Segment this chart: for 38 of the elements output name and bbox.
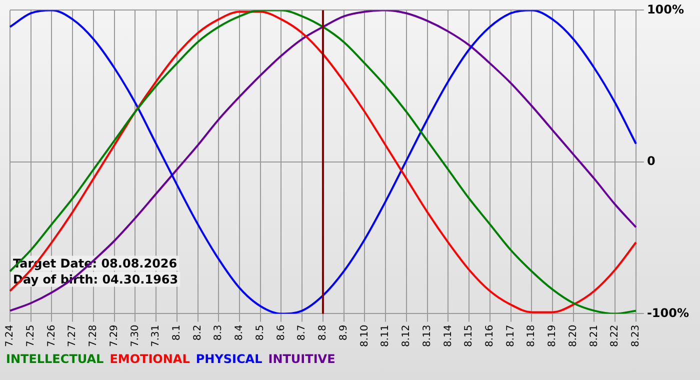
y-tick-label: 0 bbox=[646, 154, 656, 168]
x-tick-label: 7.25 bbox=[25, 324, 36, 347]
x-tick-label: 8.16 bbox=[484, 324, 496, 347]
x-tick-label: 8.20 bbox=[568, 324, 579, 347]
x-tick-label: 8.2 bbox=[192, 324, 204, 341]
x-tick-label: 7.29 bbox=[108, 324, 120, 347]
x-tick-label: 8.14 bbox=[442, 324, 454, 347]
y-tick-label: 100% bbox=[646, 2, 684, 16]
x-tick-label: 8.17 bbox=[505, 324, 516, 347]
x-tick-label: 8.23 bbox=[630, 324, 642, 347]
x-tick-label: 7.26 bbox=[46, 324, 58, 347]
x-tick-label: 8.11 bbox=[380, 324, 392, 347]
x-tick-label: 7.28 bbox=[88, 324, 100, 347]
x-tick-label: 8.3 bbox=[213, 324, 224, 341]
x-tick-label: 8.6 bbox=[276, 324, 287, 341]
x-tick-label: 8.22 bbox=[610, 324, 621, 347]
x-tick-label: 7.30 bbox=[130, 324, 141, 347]
x-tick-label: 8.7 bbox=[296, 324, 308, 341]
x-tick-label: 8.13 bbox=[422, 324, 433, 347]
x-tick-label: 8.19 bbox=[547, 324, 558, 347]
text: EMOTIONAL bbox=[110, 352, 190, 366]
y-tick-label: -100% bbox=[646, 306, 690, 320]
x-tick-label: 7.24 bbox=[4, 324, 16, 347]
x-tick-label: 8.9 bbox=[338, 324, 350, 341]
text: INTUITIVE bbox=[268, 352, 336, 366]
x-tick-label: 8.15 bbox=[464, 324, 475, 347]
x-tick-label: 8.8 bbox=[318, 324, 329, 341]
text: INTELLECTUAL bbox=[6, 352, 104, 366]
x-tick-label: 8.4 bbox=[234, 324, 246, 341]
x-tick-label: 8.5 bbox=[254, 324, 266, 341]
x-tick-label: 8.12 bbox=[401, 324, 412, 347]
x-tick-label: 7.31 bbox=[150, 324, 162, 347]
x-tick-label: 7.27 bbox=[67, 324, 78, 347]
x-tick-label: 8.18 bbox=[526, 324, 538, 347]
x-tick-label: 8.1 bbox=[172, 324, 183, 341]
x-tick-label: 8.10 bbox=[359, 324, 370, 347]
x-tick-label: 8.21 bbox=[588, 324, 600, 347]
text: PHYSICAL bbox=[196, 352, 262, 366]
